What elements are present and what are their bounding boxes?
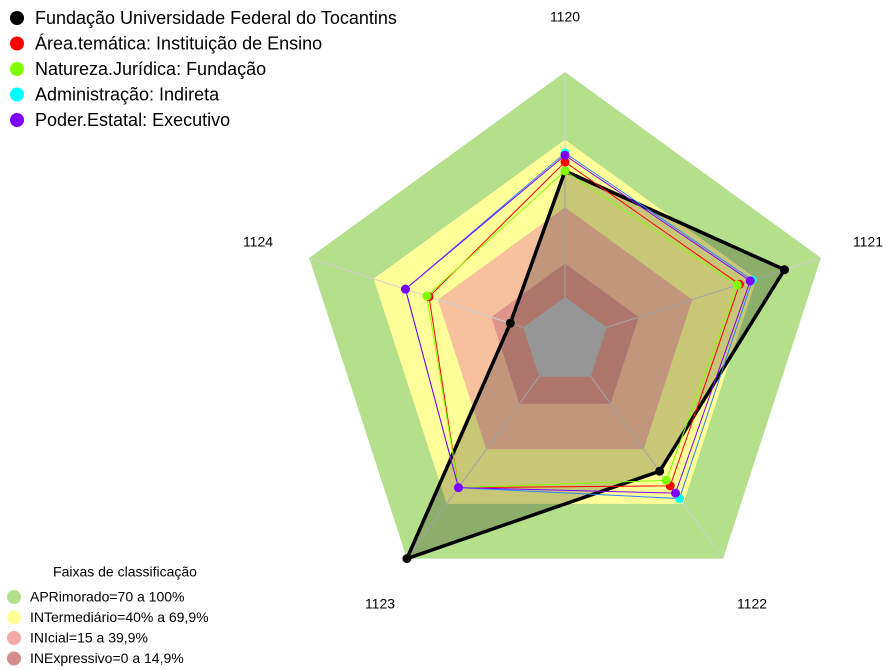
data-point bbox=[560, 166, 570, 176]
band-legend-label: INIcial=15 a 39,9% bbox=[30, 630, 148, 646]
center-hole bbox=[523, 297, 607, 377]
legend-label: Poder.Estatal: Executivo bbox=[35, 110, 230, 130]
band-legend-marker bbox=[7, 610, 21, 625]
series-line bbox=[428, 161, 741, 489]
series-line bbox=[404, 154, 751, 494]
axis-label: 1122 bbox=[737, 596, 767, 612]
legend-marker bbox=[10, 62, 24, 76]
data-point bbox=[505, 318, 515, 328]
series-line bbox=[426, 170, 738, 489]
band-legend-label: INTermediário=40% a 69,9% bbox=[30, 609, 209, 625]
data-point bbox=[560, 157, 570, 167]
spoke bbox=[309, 257, 524, 328]
band-legend-marker bbox=[7, 590, 21, 604]
axis-label: 1120 bbox=[550, 9, 580, 25]
spoke bbox=[406, 376, 540, 559]
data-point bbox=[453, 483, 463, 493]
data-point bbox=[779, 265, 789, 275]
data-point bbox=[671, 488, 681, 498]
data-point bbox=[732, 280, 742, 290]
data-point bbox=[655, 466, 665, 476]
data-point bbox=[422, 291, 432, 301]
band-legend-title: Faixas de classificação bbox=[53, 564, 197, 580]
data-point bbox=[745, 276, 755, 286]
axis-label: 1123 bbox=[365, 596, 395, 612]
band-legend-label: APRimorado=70 a 100% bbox=[30, 589, 185, 605]
data-point bbox=[402, 554, 412, 564]
legend-marker bbox=[10, 11, 24, 25]
legend-label: Natureza.Jurídica: Fundação bbox=[35, 59, 266, 79]
legend-marker bbox=[10, 36, 24, 51]
legend-label: Fundação Universidade Federal do Tocanti… bbox=[35, 8, 397, 28]
spoke bbox=[590, 376, 724, 559]
legend-marker bbox=[10, 113, 24, 127]
band-legend-marker bbox=[7, 651, 21, 666]
data-point bbox=[661, 475, 671, 485]
axis-label: 1124 bbox=[243, 234, 273, 250]
data-point bbox=[560, 150, 570, 160]
legend-label: Administração: Indireta bbox=[35, 84, 220, 104]
legend-label: Área.temática: Instituição de Ensino bbox=[35, 33, 322, 53]
band-legend-marker bbox=[7, 631, 21, 645]
axis-label: 1121 bbox=[853, 234, 883, 250]
band-legend-label: INExpressivo=0 a 14,9% bbox=[30, 650, 184, 666]
legend-marker bbox=[10, 87, 24, 102]
series-line bbox=[403, 168, 787, 562]
data-point bbox=[400, 284, 410, 294]
